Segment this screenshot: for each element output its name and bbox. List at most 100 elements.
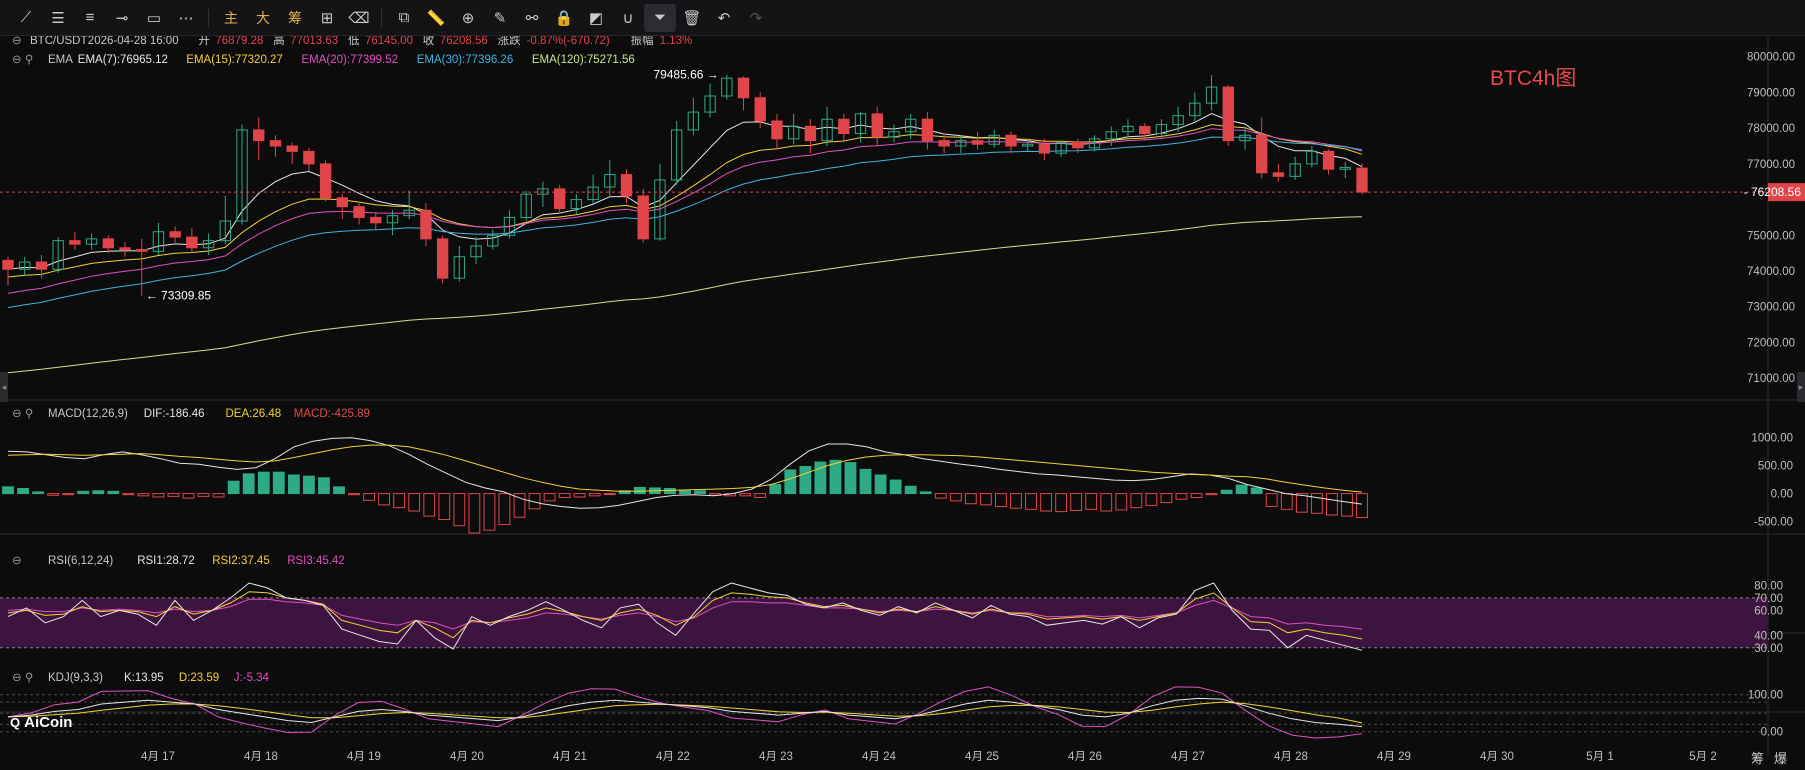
left-collapse-handle[interactable]: ◂ — [0, 372, 8, 402]
macd-bar-positive — [889, 479, 902, 495]
macd-bar-positive — [844, 462, 857, 495]
macd-legend-value: DEA:26.48 — [226, 408, 282, 420]
candle-down — [754, 97, 766, 122]
low-price-annotation: ← 73309.85 — [146, 289, 212, 303]
candle-down — [336, 197, 349, 208]
macd-bar-positive — [272, 471, 285, 495]
copy-icon[interactable]: ⧉ — [398, 9, 410, 26]
candle-down — [353, 206, 365, 218]
macd-legend-value: DIF:-186.46 — [144, 408, 205, 420]
macd-bar-positive — [1250, 487, 1263, 495]
parallel-lines-icon[interactable]: ☰ — [51, 9, 65, 27]
hide-icon[interactable]: ◩ — [588, 9, 604, 27]
multi-chart-icon[interactable]: ⊞ — [320, 9, 334, 27]
header-open: 76879.28 — [215, 36, 263, 47]
x-axis-date-label: 4月 24 — [862, 751, 896, 763]
candle-down — [136, 249, 148, 252]
candle-up — [1155, 124, 1168, 134]
macd-bar-negative — [1115, 493, 1128, 511]
kdj-legend-value: K:13.95 — [124, 672, 164, 684]
x-axis-date-label: 4月 20 — [450, 751, 484, 763]
macd-bar-negative — [363, 493, 375, 501]
ray-line-icon[interactable]: ⊸ — [115, 9, 129, 27]
candle-up — [721, 77, 733, 97]
rsi-legend-label: RSI(6,12,24) — [48, 555, 113, 567]
delete-icon[interactable]: 🗑 — [682, 9, 702, 27]
x-axis-date-label: 4月 25 — [965, 751, 999, 763]
footer-tools[interactable]: 筹爆 — [1750, 751, 1797, 766]
rsi-tick-label: 60.00 — [1754, 605, 1783, 617]
candle-down — [1072, 141, 1084, 149]
price-tick-label: 73000.00 — [1747, 302, 1795, 314]
macd-bar-positive — [333, 486, 345, 495]
chip-distribution-button[interactable]: 筹 — [288, 9, 302, 26]
macd-bar-positive — [318, 477, 330, 495]
lock-icon[interactable]: 🔒 — [554, 9, 574, 27]
magnet-icon[interactable]: ∪ — [622, 9, 634, 27]
macd-bar-positive — [242, 473, 255, 495]
ema-legend-value: EMA(30):77396.26 — [417, 54, 514, 66]
macd-bar-negative — [1145, 493, 1158, 506]
filter-icon[interactable]: ⏷ — [644, 3, 676, 32]
candle-down — [1139, 125, 1151, 134]
x-axis-date-label: 4月 17 — [141, 751, 175, 763]
price-tick-label: 71000.00 — [1747, 373, 1795, 385]
candle-up — [52, 240, 64, 270]
macd-bar-negative — [152, 493, 165, 498]
macd-bar-negative — [754, 493, 767, 499]
horizontal-lines-icon[interactable]: ≡ — [85, 9, 95, 26]
candle-down — [169, 231, 181, 238]
macd-bar-positive — [769, 484, 782, 495]
ruler-icon[interactable]: 📏 — [426, 9, 446, 27]
price-tick-label: 78000.00 — [1747, 123, 1795, 135]
rectangle-icon[interactable]: ▭ — [146, 9, 162, 27]
trend-line-icon[interactable]: ⟋ — [20, 9, 32, 26]
x-axis-date-label: 4月 30 — [1480, 751, 1514, 763]
macd-bar-positive — [77, 490, 90, 495]
large-order-button[interactable]: 大 — [256, 9, 270, 26]
toolbar-separator — [208, 8, 209, 27]
chart-canvas[interactable]: 80000.00 79000.00 78000.00 77000.00 75000.00… — [0, 36, 1805, 770]
macd-bar-positive — [874, 474, 887, 495]
kdj-legend-label: KDJ(9,3,3) — [48, 672, 103, 684]
candle-up — [202, 240, 215, 249]
candle-down — [1038, 143, 1051, 154]
ema-legend-label: EMA — [48, 54, 73, 66]
macd-bar-negative — [995, 493, 1007, 508]
macd-bar-positive — [1235, 484, 1248, 495]
candle-up — [503, 216, 516, 236]
x-axis-date-label: 4月 26 — [1068, 751, 1102, 763]
rsi-legend-value: RSI1:28.72 — [137, 555, 195, 567]
macd-bar-positive — [1220, 489, 1233, 495]
candle-up — [520, 193, 532, 218]
candle-down — [637, 195, 649, 240]
macd-bar-positive — [784, 469, 797, 495]
macd-bar-negative — [498, 493, 511, 526]
brush-icon[interactable]: ✎ — [493, 9, 507, 27]
macd-bar-negative — [408, 493, 421, 512]
right-collapse-handle[interactable]: ▸ — [1797, 372, 1805, 402]
candle-up — [904, 118, 917, 133]
zoom-icon[interactable]: ⊕ — [461, 9, 475, 27]
macd-bar-negative — [739, 493, 752, 497]
candle-down — [319, 163, 332, 199]
x-axis-date-label: 4月 29 — [1377, 751, 1411, 763]
chevron-left-icon: ◂ — [1, 381, 7, 392]
more-tools-icon[interactable]: ⋯ — [178, 9, 194, 27]
kdj-j-line — [7, 686, 1363, 739]
macd-bar-negative — [1040, 493, 1052, 512]
candle-down — [253, 129, 265, 142]
macd-bar-positive — [664, 488, 676, 495]
eraser-icon[interactable]: ⌫ — [348, 9, 370, 27]
candle-down — [620, 174, 633, 197]
main-indicator-button[interactable]: 主 — [224, 9, 238, 26]
candle-down — [1272, 172, 1285, 177]
candle-up — [670, 129, 683, 181]
redo-icon[interactable]: ↷ — [749, 9, 763, 27]
macd-bar-positive — [107, 490, 120, 495]
undo-icon[interactable]: ↶ — [717, 9, 731, 27]
x-axis-date-label: 4月 28 — [1274, 751, 1308, 763]
price-tick-label: 80000.00 — [1747, 52, 1795, 64]
binoculars-icon[interactable]: ⚯ — [525, 9, 539, 27]
price-tick-label: 77000.00 — [1747, 159, 1795, 171]
